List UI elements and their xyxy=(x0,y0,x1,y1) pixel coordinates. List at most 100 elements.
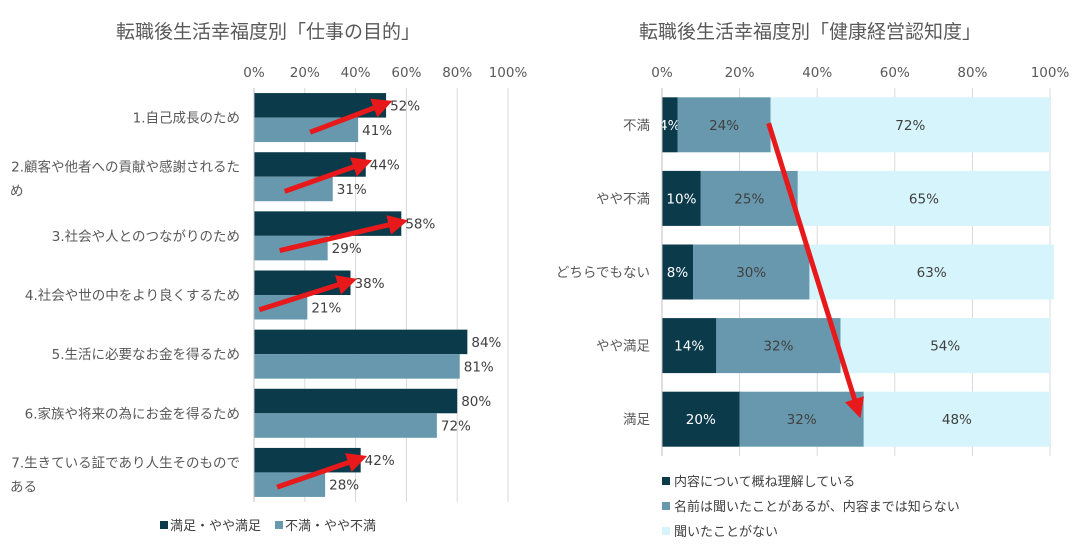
trend-arrow xyxy=(258,275,358,313)
category-label: やや不満 xyxy=(596,191,650,207)
data-label: 80% xyxy=(461,394,491,410)
bar-segment xyxy=(662,244,694,300)
x-tick-label: 0% xyxy=(243,65,265,81)
bar-segment xyxy=(693,244,810,300)
trend-arrow xyxy=(766,122,865,419)
left-chart: 転職後生活幸福度別「仕事の目的」 0% 20% 40% 60% 80% 100% 52% 41… xyxy=(10,21,527,534)
data-label: 65% xyxy=(909,191,939,207)
category-label: め xyxy=(10,184,24,200)
bar-segment xyxy=(797,170,1050,226)
bar-segment xyxy=(662,97,678,153)
data-label: 32% xyxy=(787,412,817,428)
data-label: 29% xyxy=(332,241,362,257)
legend-swatch xyxy=(275,521,283,529)
data-label: 4% xyxy=(659,118,681,134)
category-label: 3.社会や人とのつながりのため xyxy=(52,229,240,245)
x-tick-label: 20% xyxy=(290,65,320,81)
bar xyxy=(254,211,402,236)
right-chart-title: 転職後生活幸福度別「健康経営認知度」 xyxy=(639,21,981,43)
data-label: 42% xyxy=(365,453,395,469)
category-label: 不満 xyxy=(623,118,650,134)
x-tick-label: 100% xyxy=(489,65,528,81)
x-tick-label: 20% xyxy=(725,65,755,81)
trend-arrow xyxy=(283,157,373,194)
bar-segment xyxy=(662,391,740,447)
bar-segment xyxy=(662,318,717,374)
data-label: 8% xyxy=(667,265,689,281)
x-tick-label: 60% xyxy=(391,65,421,81)
right-chart: 転職後生活幸福度別「健康経営認知度」 0% 20% 40% 60% 80% 100% 4% 2… xyxy=(556,21,1070,540)
data-label: 52% xyxy=(390,98,420,114)
legend-swatch xyxy=(662,527,670,535)
x-tick-label: 80% xyxy=(442,65,472,81)
bar-segment xyxy=(840,318,1050,374)
data-label: 48% xyxy=(942,412,972,428)
category-label: 6.家族や将来の為にお金を得るため xyxy=(25,405,240,422)
data-label: 21% xyxy=(311,300,341,316)
category-label: やや満足 xyxy=(596,339,650,355)
category-label: 4.社会や世の中をより良くするため xyxy=(25,288,240,304)
legend-swatch xyxy=(160,521,168,529)
category-label: どちらでもない xyxy=(556,265,650,281)
bar-segment xyxy=(770,97,1050,153)
legend-label: 不満・やや不満 xyxy=(285,519,376,534)
data-label: 72% xyxy=(895,118,925,134)
bar xyxy=(254,354,460,379)
category-label: 5.生活に必要なお金を得るため xyxy=(52,346,240,363)
bar xyxy=(254,329,468,355)
bar-segment xyxy=(809,244,1054,300)
legend-swatch xyxy=(662,477,670,485)
category-label: 7.生きている証であり人生そのもので xyxy=(11,455,240,471)
category-label: ある xyxy=(10,479,37,495)
data-label: 20% xyxy=(686,412,716,428)
data-label: 31% xyxy=(337,182,367,198)
data-label: 54% xyxy=(930,339,960,355)
bar xyxy=(254,388,458,414)
data-label: 72% xyxy=(441,419,471,435)
x-tick-label: 40% xyxy=(341,65,371,81)
bar-segment xyxy=(739,391,864,447)
bar-segment xyxy=(716,318,841,374)
bar-segment xyxy=(700,170,798,226)
x-tick-label: 60% xyxy=(880,65,910,81)
data-label: 30% xyxy=(736,265,766,281)
bar xyxy=(254,270,351,295)
data-label: 24% xyxy=(709,118,739,134)
legend-label: 内容について概ね理解している xyxy=(674,474,855,490)
left-chart-title: 転職後生活幸福度別「仕事の目的」 xyxy=(116,21,420,43)
data-label: 28% xyxy=(329,478,359,494)
data-label: 81% xyxy=(464,359,494,375)
trend-arrow xyxy=(309,98,393,135)
bar-segment xyxy=(662,170,701,226)
data-label: 25% xyxy=(734,191,764,207)
category-label: 1.自己成長のため xyxy=(133,111,240,127)
bar xyxy=(254,152,366,177)
data-label: 44% xyxy=(370,157,400,173)
data-label: 38% xyxy=(355,276,385,292)
x-tick-label: 40% xyxy=(802,65,832,81)
legend-swatch xyxy=(662,502,670,510)
bar xyxy=(254,93,387,118)
category-label: 2.顧客や他者への貢献や感謝されるた xyxy=(11,159,240,176)
trend-arrow xyxy=(276,453,368,490)
bar xyxy=(254,447,361,473)
legend-label: 名前は聞いたことがあるが、内容までは知らない xyxy=(674,499,960,515)
bar-segment xyxy=(863,391,1050,447)
data-label: 58% xyxy=(405,217,435,233)
category-label: 満足 xyxy=(623,412,651,428)
data-label: 63% xyxy=(917,265,947,281)
x-tick-label: 100% xyxy=(1031,65,1070,81)
legend-label: 満足・やや満足 xyxy=(170,519,261,534)
data-label: 10% xyxy=(666,191,696,207)
bar-segment xyxy=(677,97,771,153)
legend-label: 聞いたことがない xyxy=(674,525,778,540)
data-label: 32% xyxy=(763,339,793,355)
trend-arrow xyxy=(279,215,409,253)
x-tick-label: 80% xyxy=(957,65,987,81)
bar xyxy=(254,413,437,438)
data-label: 14% xyxy=(674,339,704,355)
data-label: 41% xyxy=(362,123,392,139)
x-tick-label: 0% xyxy=(651,65,673,81)
data-label: 84% xyxy=(471,335,501,351)
